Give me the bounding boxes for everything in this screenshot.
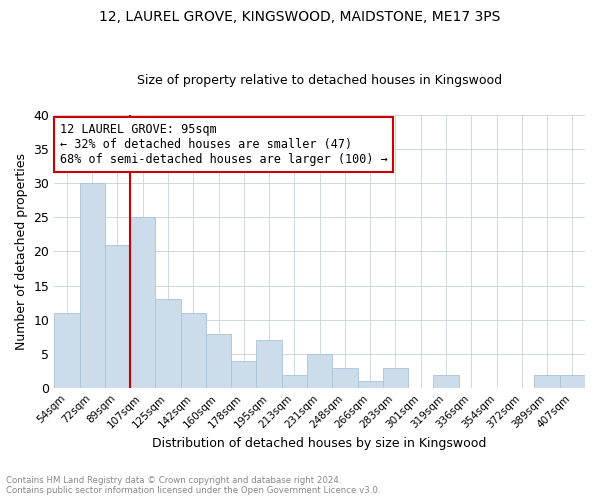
Bar bbox=[105, 244, 130, 388]
Bar bbox=[231, 361, 256, 388]
Y-axis label: Number of detached properties: Number of detached properties bbox=[15, 153, 28, 350]
Bar bbox=[155, 300, 181, 388]
Bar bbox=[358, 382, 383, 388]
Bar bbox=[332, 368, 358, 388]
Bar bbox=[307, 354, 332, 388]
Bar bbox=[560, 374, 585, 388]
Bar bbox=[256, 340, 282, 388]
Bar bbox=[383, 368, 408, 388]
Bar bbox=[206, 334, 231, 388]
Bar bbox=[54, 313, 80, 388]
Bar bbox=[80, 183, 105, 388]
Text: 12 LAUREL GROVE: 95sqm
← 32% of detached houses are smaller (47)
68% of semi-det: 12 LAUREL GROVE: 95sqm ← 32% of detached… bbox=[59, 123, 388, 166]
X-axis label: Distribution of detached houses by size in Kingswood: Distribution of detached houses by size … bbox=[152, 437, 487, 450]
Text: 12, LAUREL GROVE, KINGSWOOD, MAIDSTONE, ME17 3PS: 12, LAUREL GROVE, KINGSWOOD, MAIDSTONE, … bbox=[100, 10, 500, 24]
Text: Contains HM Land Registry data © Crown copyright and database right 2024.
Contai: Contains HM Land Registry data © Crown c… bbox=[6, 476, 380, 495]
Bar bbox=[433, 374, 458, 388]
Bar bbox=[535, 374, 560, 388]
Title: Size of property relative to detached houses in Kingswood: Size of property relative to detached ho… bbox=[137, 74, 502, 87]
Bar bbox=[181, 313, 206, 388]
Bar bbox=[130, 217, 155, 388]
Bar bbox=[282, 374, 307, 388]
